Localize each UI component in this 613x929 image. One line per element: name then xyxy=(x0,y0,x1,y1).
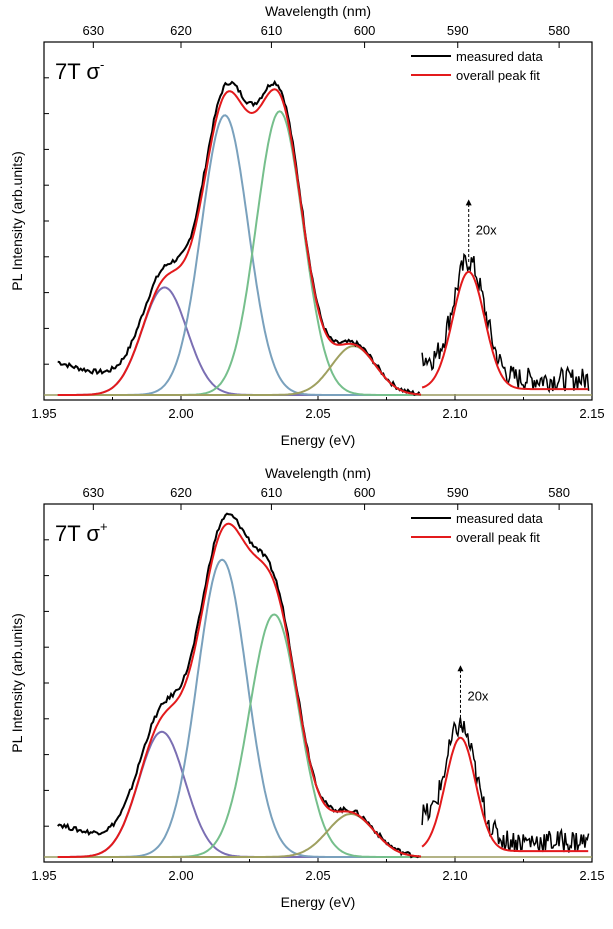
panel-annotation: 7T σ- xyxy=(55,57,104,84)
top-tick-label: 590 xyxy=(447,485,469,500)
x-tick-label: 1.95 xyxy=(31,868,56,883)
top-tick-label: 620 xyxy=(170,485,192,500)
overall-peak-fit-magnified-line xyxy=(421,270,589,391)
y-axis-label: PL Intensity (arb.units) xyxy=(9,613,25,753)
panel-annotation: 7T σ+ xyxy=(55,519,108,546)
fit-component-peak-2 xyxy=(57,558,421,858)
measured-data-magnified-line xyxy=(421,717,590,853)
plot-frame xyxy=(43,41,593,401)
x-tick-label: 2.10 xyxy=(442,868,467,883)
magnification-arrow-head xyxy=(465,199,472,206)
x-axis-label: Energy (eV) xyxy=(281,894,356,910)
overall-peak-fit-line xyxy=(57,522,422,858)
magnification-label: 20x xyxy=(476,223,497,238)
x-tick-label: 2.15 xyxy=(579,406,604,421)
measured-data-line xyxy=(57,79,421,396)
measured-data-magnified-line xyxy=(421,252,590,394)
magnification-arrow-head xyxy=(457,665,464,672)
chart-sigma-minus: 1.95 2.00 2.05 2.10 2.15 Energy (eV) 630 620 610… xyxy=(9,3,605,448)
annotation-text: 7T σ xyxy=(55,59,100,84)
legend-label-fit: overall peak fit xyxy=(456,530,540,545)
x-tick-label: 2.15 xyxy=(579,868,604,883)
top-tick-label: 580 xyxy=(548,485,570,500)
legend-label-measured: measured data xyxy=(456,511,543,526)
top-tick-label: 600 xyxy=(354,23,376,38)
fit-component-peak-1 xyxy=(57,730,421,858)
top-tick-label: 620 xyxy=(170,23,192,38)
x-tick-label: 2.00 xyxy=(168,868,193,883)
top-tick-label: 590 xyxy=(447,23,469,38)
x-tick-label: 1.95 xyxy=(31,406,56,421)
magnification-label: 20x xyxy=(467,689,488,704)
x-axis-label: Energy (eV) xyxy=(281,432,356,448)
x-tick-label: 2.10 xyxy=(442,406,467,421)
spectrum-panel-sigma-minus: 1.95 2.00 2.05 2.10 2.15 Energy (eV) 630 620 610… xyxy=(0,0,613,462)
top-tick-label: 610 xyxy=(261,23,283,38)
top-tick-label: 630 xyxy=(82,485,104,500)
chart-sigma-plus: 1.95 2.00 2.05 2.10 2.15 Energy (eV) 630 620 610… xyxy=(9,465,605,910)
annotation-superscript: - xyxy=(100,57,104,72)
top-tick-label: 610 xyxy=(261,485,283,500)
legend-label-fit: overall peak fit xyxy=(456,68,540,83)
x-tick-label: 2.05 xyxy=(305,406,330,421)
top-tick-label: 580 xyxy=(548,23,570,38)
legend-label-measured: measured data xyxy=(456,49,543,64)
y-axis-label: PL Intensity (arb.units) xyxy=(9,151,25,291)
top-axis-label: Wavelength (nm) xyxy=(265,3,371,19)
x-tick-label: 2.05 xyxy=(305,868,330,883)
annotation-superscript: + xyxy=(100,519,108,534)
measured-data-line xyxy=(57,512,421,859)
top-tick-label: 630 xyxy=(82,23,104,38)
top-tick-label: 600 xyxy=(354,485,376,500)
overall-peak-fit-magnified-line xyxy=(421,736,589,853)
annotation-text: 7T σ xyxy=(55,521,100,546)
x-tick-label: 2.00 xyxy=(168,406,193,421)
fit-component-peak-1 xyxy=(57,286,421,396)
top-axis-label: Wavelength (nm) xyxy=(265,465,371,481)
spectrum-panel-sigma-plus: 1.95 2.00 2.05 2.10 2.15 Energy (eV) 630 620 610… xyxy=(0,462,613,924)
overall-peak-fit-line xyxy=(57,88,422,396)
